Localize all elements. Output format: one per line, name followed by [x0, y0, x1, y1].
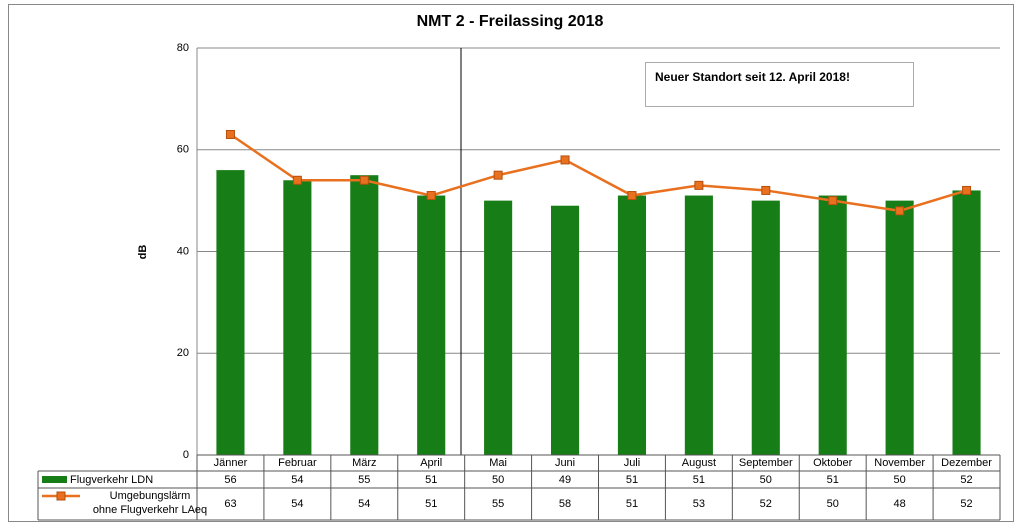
table-value: 51 [827, 474, 839, 486]
table-value: 50 [760, 474, 772, 486]
x-tick-label: Februar [278, 457, 317, 469]
x-tick-label: Dezember [941, 457, 992, 469]
table-value: 58 [559, 498, 571, 510]
legend-key [56, 491, 66, 501]
x-tick-label: Juli [624, 457, 641, 469]
marker [627, 191, 637, 201]
table-value: 48 [894, 498, 906, 510]
marker [962, 185, 972, 195]
table-value: 55 [492, 498, 504, 510]
y-tick-label: 40 [177, 245, 189, 257]
legend-label: Flugverkehr LDN [70, 474, 153, 486]
table-value: 50 [827, 498, 839, 510]
table-value: 50 [492, 474, 504, 486]
x-tick-label: April [420, 457, 442, 469]
x-tick-label: September [739, 457, 793, 469]
marker [828, 196, 838, 206]
bar [350, 175, 379, 455]
y-tick-label: 60 [177, 144, 189, 156]
y-tick-label: 80 [177, 42, 189, 54]
legend-key [42, 476, 67, 483]
bar [818, 195, 847, 455]
bar [550, 205, 580, 455]
x-tick-label: Jänner [214, 457, 248, 469]
table-value: 51 [626, 498, 638, 510]
bar [216, 170, 245, 455]
table-value: 51 [693, 474, 705, 486]
annotation: Neuer Standort seit 12. April 2018! [655, 70, 850, 84]
x-tick-label: Juni [555, 457, 575, 469]
chart-title: NMT 2 - Freilassing 2018 [417, 13, 604, 30]
table-value: 54 [358, 498, 370, 510]
bar [684, 195, 713, 455]
table-value: 52 [960, 474, 972, 486]
y-tick-label: 0 [183, 449, 189, 461]
table-value: 51 [626, 474, 638, 486]
marker [694, 180, 704, 190]
marker [895, 206, 905, 216]
marker [426, 191, 436, 201]
bar [484, 200, 513, 455]
legend-label: Umgebungslärm ohne Flugverkehr LAeq [92, 490, 208, 516]
table-value: 56 [224, 474, 236, 486]
bar [417, 195, 446, 455]
bar [751, 200, 780, 455]
marker [292, 175, 302, 185]
y-axis-label: dB [137, 245, 149, 260]
x-tick-label: November [874, 457, 925, 469]
table-value: 51 [425, 474, 437, 486]
marker [359, 175, 369, 185]
marker [761, 185, 771, 195]
table-value: 52 [960, 498, 972, 510]
annotation-box [645, 62, 914, 107]
x-tick-label: März [352, 457, 376, 469]
table-value: 63 [224, 498, 236, 510]
table-value: 49 [559, 474, 571, 486]
x-tick-label: Mai [489, 457, 507, 469]
table-value: 54 [291, 498, 303, 510]
table-value: 53 [693, 498, 705, 510]
marker [225, 129, 235, 139]
marker [560, 155, 570, 165]
marker [493, 170, 503, 180]
table-value: 55 [358, 474, 370, 486]
bar [617, 195, 647, 455]
table-value: 50 [894, 474, 906, 486]
x-tick-label: Oktober [813, 457, 852, 469]
x-tick-label: August [682, 457, 716, 469]
line [229, 133, 967, 213]
table-value: 51 [425, 498, 437, 510]
bar [885, 200, 914, 455]
table-value: 54 [291, 474, 303, 486]
bar [952, 190, 981, 455]
bar [283, 180, 312, 455]
table-value: 52 [760, 498, 772, 510]
y-tick-label: 20 [177, 347, 189, 359]
